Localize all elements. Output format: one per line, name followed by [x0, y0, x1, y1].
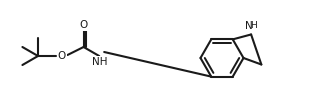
- Text: NH: NH: [92, 56, 108, 67]
- Text: N: N: [245, 21, 253, 31]
- Text: H: H: [250, 22, 256, 30]
- Text: O: O: [80, 20, 88, 30]
- Text: O: O: [58, 51, 66, 61]
